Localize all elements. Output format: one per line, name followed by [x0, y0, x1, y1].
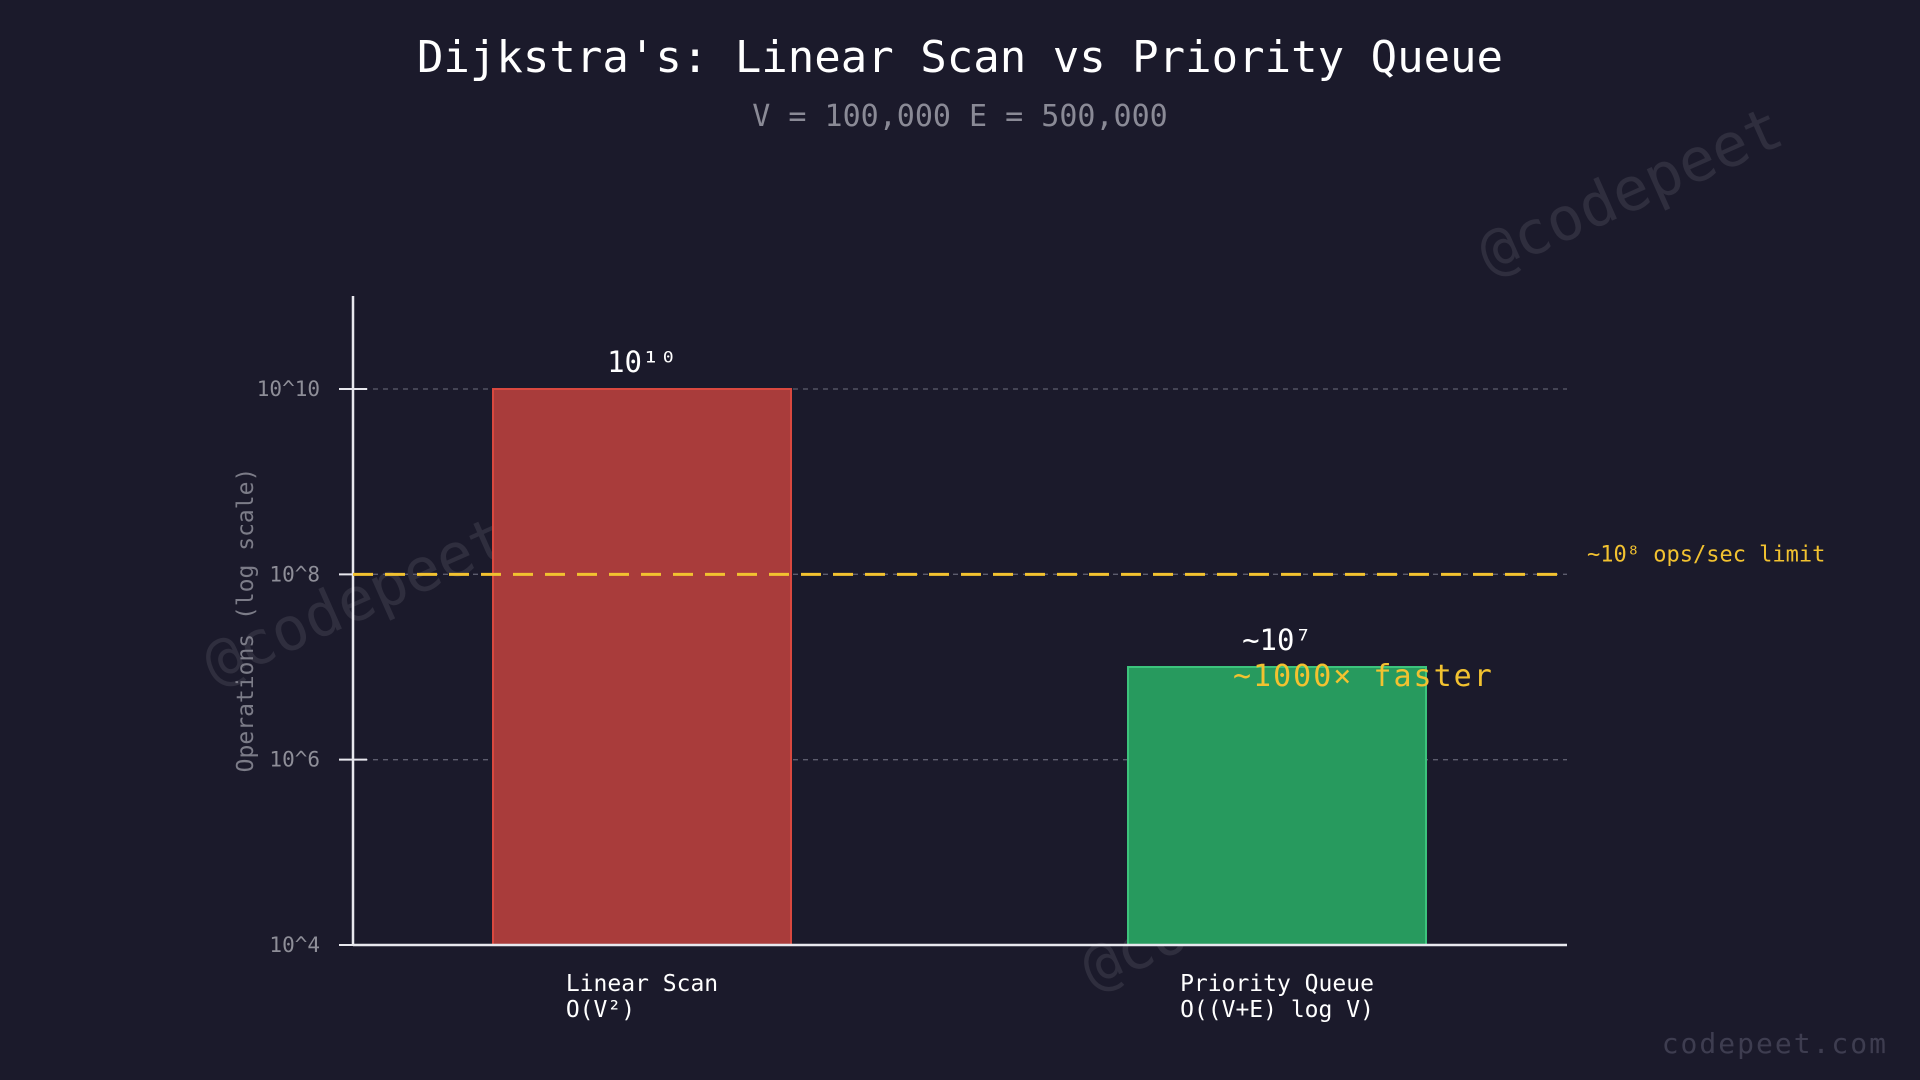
brand-text: codepeet.com [1662, 1027, 1888, 1060]
bar [1127, 666, 1427, 946]
bar-value-label: ~10⁷ [1242, 623, 1312, 657]
category-label: Priority Queue [1180, 971, 1374, 997]
y-axis-label: Operations (log scale) [233, 468, 259, 773]
category-complexity-label: O((V+E) log V) [1180, 997, 1374, 1023]
y-tick-label: 10^8 [269, 562, 320, 586]
category-complexity-label: O(V²) [566, 997, 635, 1023]
y-tick-label: 10^6 [269, 748, 320, 772]
reference-line-label: ~10⁸ ops/sec limit [1587, 542, 1825, 567]
bar-value-label: 10¹⁰ [607, 345, 677, 379]
y-tick-label: 10^10 [257, 377, 320, 401]
chart-title: Dijkstra's: Linear Scan vs Priority Queu… [417, 32, 1503, 83]
speedup-annotation: ~1000× faster [1233, 659, 1494, 694]
category-label: Linear Scan [566, 971, 718, 997]
chart-subtitle: V = 100,000 E = 500,000 [752, 99, 1167, 134]
watermark: @codepeet [1468, 93, 1793, 289]
bar [492, 388, 792, 946]
y-tick-label: 10^4 [269, 933, 320, 957]
